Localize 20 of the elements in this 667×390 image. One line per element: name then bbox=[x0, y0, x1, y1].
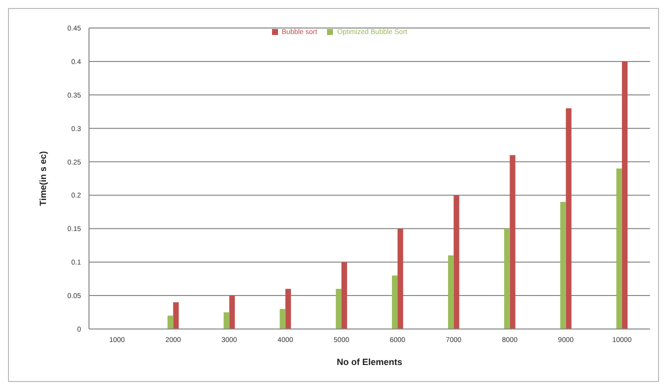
bar bbox=[566, 108, 572, 329]
bar bbox=[510, 155, 516, 329]
bar bbox=[448, 255, 454, 329]
bar bbox=[224, 312, 230, 329]
bar bbox=[454, 195, 460, 329]
bar bbox=[622, 61, 628, 329]
bar bbox=[285, 288, 291, 329]
bar bbox=[560, 202, 566, 329]
x-axis-title: No of Elements bbox=[336, 357, 402, 367]
bar bbox=[341, 262, 348, 329]
bar bbox=[336, 288, 342, 329]
bar bbox=[392, 275, 398, 329]
y-axis-title: Time(in s ec) bbox=[38, 151, 48, 206]
bar bbox=[168, 316, 174, 329]
bar bbox=[280, 308, 286, 329]
bar bbox=[504, 228, 510, 329]
bar bbox=[173, 302, 179, 329]
bar bbox=[229, 296, 235, 329]
bar bbox=[398, 228, 404, 329]
bar bbox=[616, 168, 622, 329]
